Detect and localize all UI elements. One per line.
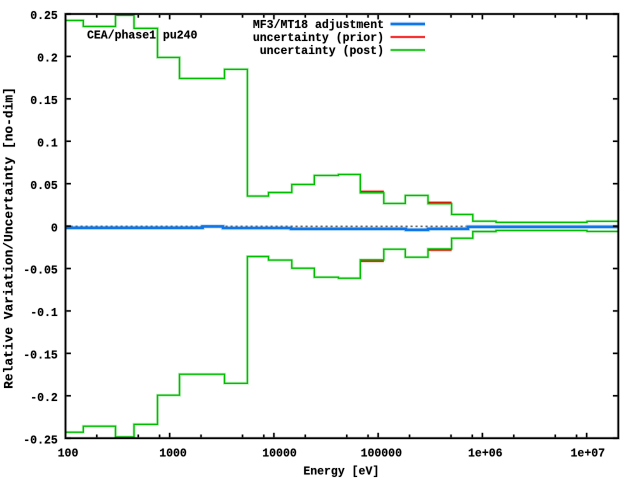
svg-text:0.2: 0.2 (37, 53, 58, 66)
svg-text:-0.25: -0.25 (23, 434, 58, 447)
svg-text:10000: 10000 (262, 448, 297, 461)
svg-text:100: 100 (58, 448, 79, 461)
svg-text:uncertainty (post): uncertainty (post) (260, 45, 384, 58)
svg-text:1e+06: 1e+06 (468, 448, 503, 461)
svg-text:0.1: 0.1 (37, 138, 58, 151)
svg-text:0.25: 0.25 (30, 10, 58, 23)
svg-text:MF3/MT18 adjustment: MF3/MT18 adjustment (253, 19, 384, 32)
svg-text:CEA/phase1 pu240: CEA/phase1 pu240 (87, 30, 198, 43)
svg-text:0.05: 0.05 (30, 180, 58, 193)
svg-text:Relative Variation/Uncertainty: Relative Variation/Uncertainty [no-dim] (2, 87, 17, 389)
svg-text:-0.1: -0.1 (30, 307, 58, 320)
svg-text:uncertainty (prior): uncertainty (prior) (253, 32, 384, 45)
svg-text:0: 0 (51, 222, 58, 235)
svg-text:1000: 1000 (159, 448, 187, 461)
svg-text:0.15: 0.15 (30, 95, 58, 108)
svg-text:100000: 100000 (361, 448, 403, 461)
svg-text:-0.15: -0.15 (23, 350, 58, 363)
svg-text:-0.2: -0.2 (30, 392, 58, 405)
svg-text:1e+07: 1e+07 (571, 448, 606, 461)
svg-text:Energy [eV]: Energy [eV] (303, 466, 379, 479)
svg-text:-0.05: -0.05 (23, 265, 58, 278)
